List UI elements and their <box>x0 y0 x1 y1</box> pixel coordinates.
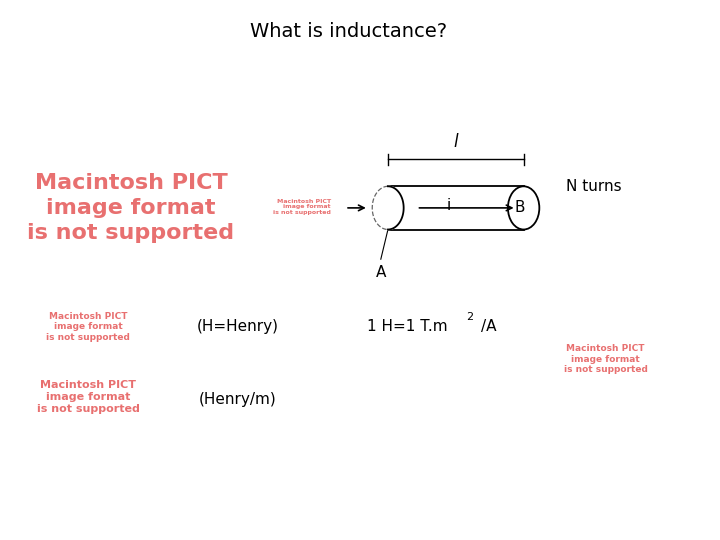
Text: Macintosh PICT
image format
is not supported: Macintosh PICT image format is not suppo… <box>273 199 330 215</box>
Text: B: B <box>515 200 526 215</box>
Text: Macintosh PICT
image format
is not supported: Macintosh PICT image format is not suppo… <box>27 173 235 242</box>
Text: Macintosh PICT
image format
is not supported: Macintosh PICT image format is not suppo… <box>37 380 140 414</box>
Text: A: A <box>376 265 386 280</box>
Text: (Henry/m): (Henry/m) <box>199 392 277 407</box>
Text: 1 H=1 T.m: 1 H=1 T.m <box>366 319 447 334</box>
Text: (H=Henry): (H=Henry) <box>197 319 279 334</box>
Text: Macintosh PICT
image format
is not supported: Macintosh PICT image format is not suppo… <box>46 312 130 342</box>
Text: l: l <box>454 133 458 151</box>
Ellipse shape <box>372 186 404 230</box>
Text: i: i <box>446 198 451 213</box>
Text: /A: /A <box>481 319 496 334</box>
Text: N turns: N turns <box>567 179 622 194</box>
Text: 2: 2 <box>467 312 474 322</box>
Text: What is inductance?: What is inductance? <box>250 22 447 40</box>
Ellipse shape <box>508 186 539 230</box>
Text: Macintosh PICT
image format
is not supported: Macintosh PICT image format is not suppo… <box>564 344 648 374</box>
